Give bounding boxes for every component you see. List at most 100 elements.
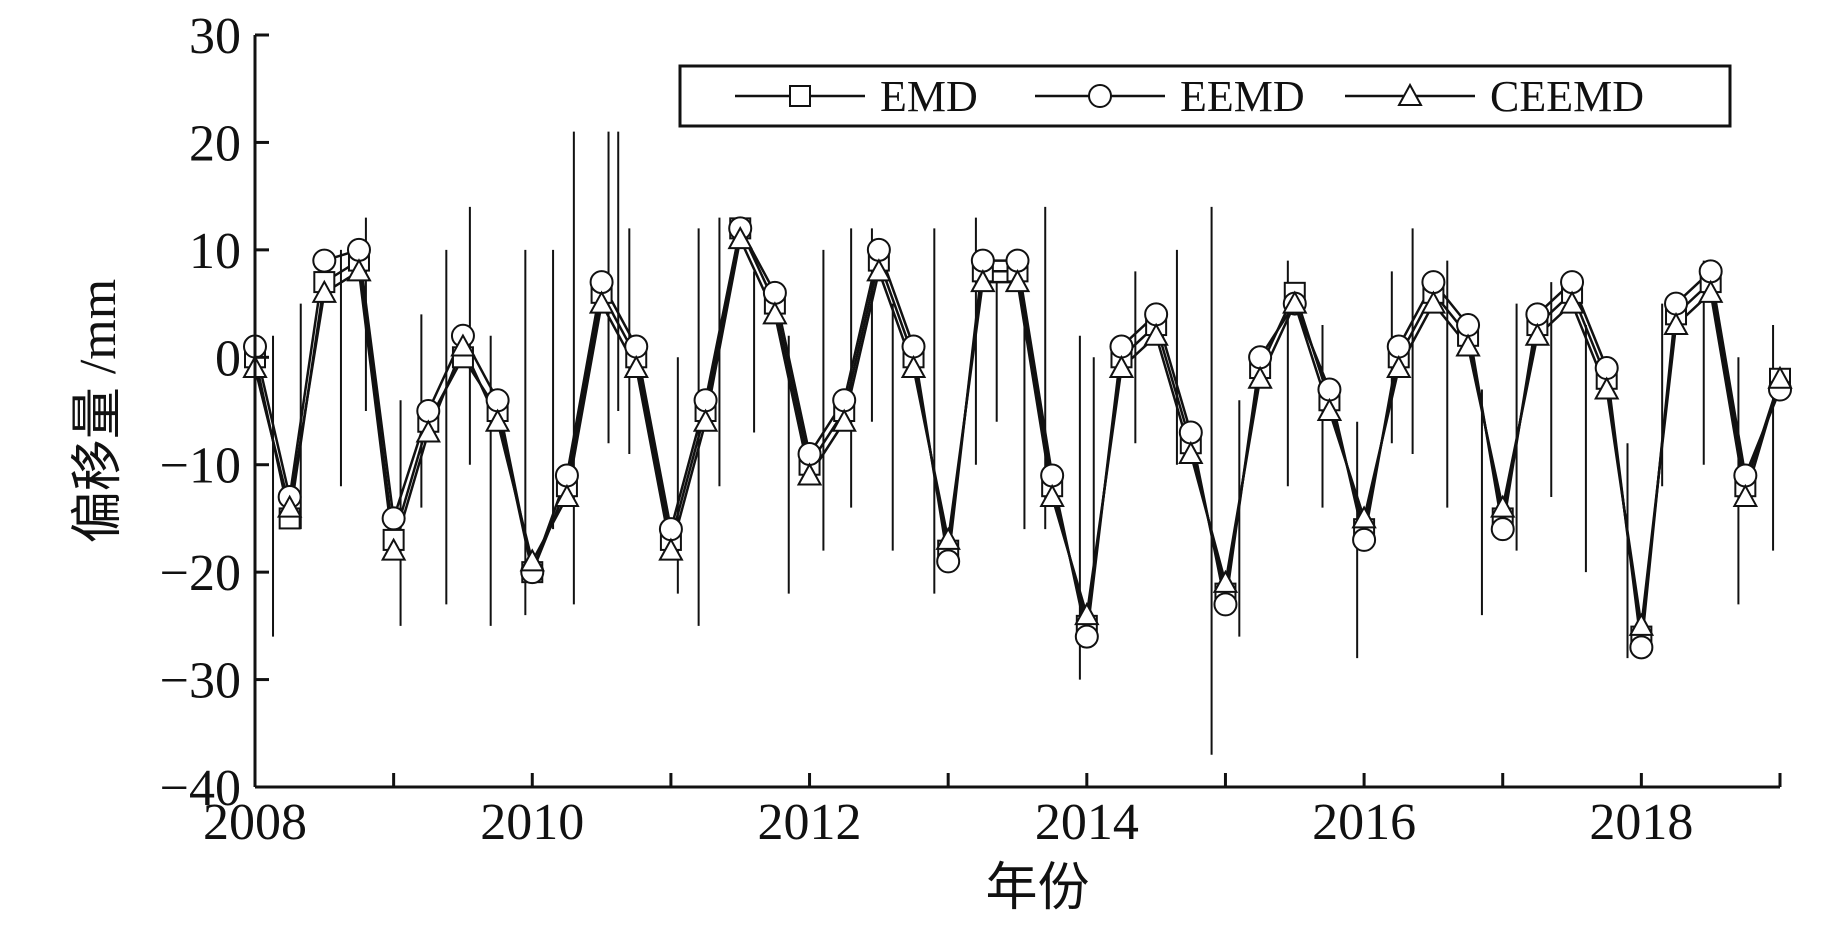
marker-ceemd-9 bbox=[554, 483, 580, 507]
marker-ceemd-42 bbox=[1697, 279, 1724, 303]
marker-eemd-35 bbox=[1456, 313, 1481, 338]
marker-ceemd-15 bbox=[762, 301, 788, 325]
marker-eemd-7 bbox=[485, 388, 510, 413]
marker-ceemd-5 bbox=[415, 419, 441, 443]
marker-ceemd-34 bbox=[1420, 290, 1447, 314]
marker-ceemd-12 bbox=[658, 537, 684, 561]
marker-ceemd-22 bbox=[1004, 269, 1031, 293]
marker-ceemd-21 bbox=[970, 269, 996, 293]
marker-ceemd-33 bbox=[1386, 354, 1412, 379]
marker-ceemd-8 bbox=[519, 548, 545, 572]
marker-eemd-29 bbox=[1248, 345, 1273, 370]
marker-ceemd-7 bbox=[484, 408, 511, 432]
y-tick-label-7: 30 bbox=[189, 8, 241, 65]
marker-ceemd-31 bbox=[1316, 397, 1343, 421]
marker-ceemd-19 bbox=[900, 354, 927, 379]
marker-eemd-16 bbox=[797, 441, 822, 466]
series-markers bbox=[242, 216, 1793, 660]
marker-ceemd-36 bbox=[1490, 494, 1516, 518]
legend-marker-ceemd bbox=[1397, 82, 1423, 106]
x-axis-title: 年份 bbox=[985, 860, 1089, 917]
tick-labels: −40 −30 −20 −10 0 10 20 30 2008 2010 2012 2014 2016 2… bbox=[160, 8, 1694, 851]
x-tick-label-5: 2018 bbox=[1589, 794, 1693, 851]
marker-ceemd-26 bbox=[1143, 322, 1169, 346]
marker-ceemd-43 bbox=[1732, 483, 1759, 507]
marker-ceemd-16 bbox=[796, 462, 823, 486]
marker-eemd-27 bbox=[1178, 420, 1203, 445]
y-tick-label-0: −40 bbox=[160, 760, 241, 817]
x-tick-label-0: 2008 bbox=[203, 794, 307, 851]
marker-eemd-28 bbox=[1213, 592, 1238, 617]
legend-label-0: EMD bbox=[880, 72, 978, 121]
x-tick-label-4: 2016 bbox=[1312, 794, 1416, 851]
marker-eemd-18 bbox=[866, 237, 891, 262]
marker-ceemd-1 bbox=[276, 494, 303, 518]
legend-label-1: EEMD bbox=[1180, 72, 1305, 121]
marker-ceemd-30 bbox=[1282, 290, 1308, 314]
marker-eemd-40 bbox=[1629, 635, 1654, 660]
marker-ceemd-24 bbox=[1074, 602, 1100, 626]
marker-ceemd-17 bbox=[831, 408, 857, 432]
marker-ceemd-28 bbox=[1212, 569, 1239, 593]
marker-eemd-9 bbox=[554, 463, 579, 488]
y-tick-label-2: −20 bbox=[160, 545, 241, 602]
legend-label-2: CEEMD bbox=[1490, 72, 1644, 121]
marker-ceemd-10 bbox=[588, 290, 615, 314]
marker-ceemd-6 bbox=[450, 333, 476, 357]
marker-ceemd-29 bbox=[1247, 365, 1273, 389]
y-tick-label-6: 20 bbox=[189, 115, 241, 172]
marker-eemd-26 bbox=[1144, 302, 1169, 327]
marker-eemd-5 bbox=[416, 399, 441, 423]
marker-ceemd-4 bbox=[380, 537, 407, 561]
marker-ceemd-41 bbox=[1663, 311, 1689, 336]
marker-ceemd-11 bbox=[623, 354, 649, 379]
x-tick-label-2: 2012 bbox=[758, 794, 862, 851]
marker-eemd-17 bbox=[832, 388, 857, 413]
marker-eemd-3 bbox=[346, 237, 371, 262]
marker-eemd-24 bbox=[1074, 624, 1099, 649]
axes bbox=[253, 33, 1782, 789]
marker-ceemd-37 bbox=[1524, 322, 1551, 346]
y-axis-title: 偏移量 /mm bbox=[70, 279, 127, 543]
marker-ceemd-13 bbox=[692, 408, 719, 432]
marker-eemd-11 bbox=[624, 334, 649, 359]
marker-eemd-38 bbox=[1560, 270, 1585, 295]
marker-ceemd-38 bbox=[1559, 290, 1585, 314]
marker-eemd-34 bbox=[1421, 270, 1446, 295]
y-tick-label-3: −10 bbox=[160, 438, 241, 495]
legend: EMD EEMD CEEMD bbox=[678, 64, 1732, 128]
marker-ceemd-23 bbox=[1039, 483, 1065, 507]
marker-eemd-41 bbox=[1664, 291, 1689, 316]
marker-eemd-33 bbox=[1386, 334, 1411, 359]
marker-ceemd-32 bbox=[1351, 505, 1377, 529]
marker-eemd-36 bbox=[1490, 517, 1515, 542]
marker-ceemd-2 bbox=[311, 279, 338, 303]
marker-ceemd-39 bbox=[1594, 376, 1620, 400]
marker-ceemd-25 bbox=[1108, 354, 1135, 379]
marker-eemd-23 bbox=[1040, 463, 1065, 488]
marker-eemd-31 bbox=[1317, 377, 1342, 402]
x-tick-label-3: 2014 bbox=[1035, 794, 1139, 851]
marker-eemd-2 bbox=[312, 248, 337, 273]
marker-eemd-39 bbox=[1594, 356, 1619, 381]
marker-eemd-21 bbox=[970, 248, 995, 273]
marker-eemd-12 bbox=[658, 517, 683, 542]
marker-ceemd-40 bbox=[1628, 612, 1655, 636]
marker-eemd-4 bbox=[381, 506, 406, 531]
x-tick-label-1: 2010 bbox=[480, 794, 584, 851]
marker-ceemd-3 bbox=[346, 258, 372, 282]
marker-eemd-15 bbox=[762, 280, 787, 305]
marker-ceemd-35 bbox=[1455, 333, 1481, 357]
marker-eemd-32 bbox=[1352, 527, 1377, 552]
y-tick-label-1: −30 bbox=[160, 653, 241, 710]
marker-ceemd-14 bbox=[727, 226, 753, 250]
marker-ceemd-44 bbox=[1767, 365, 1793, 389]
marker-eemd-22 bbox=[1005, 248, 1030, 273]
marker-eemd-37 bbox=[1525, 302, 1550, 327]
marker-ceemd-18 bbox=[866, 258, 892, 282]
marker-eemd-20 bbox=[936, 549, 961, 574]
y-tick-label-4: 0 bbox=[215, 330, 241, 387]
marker-eemd-25 bbox=[1109, 334, 1134, 359]
